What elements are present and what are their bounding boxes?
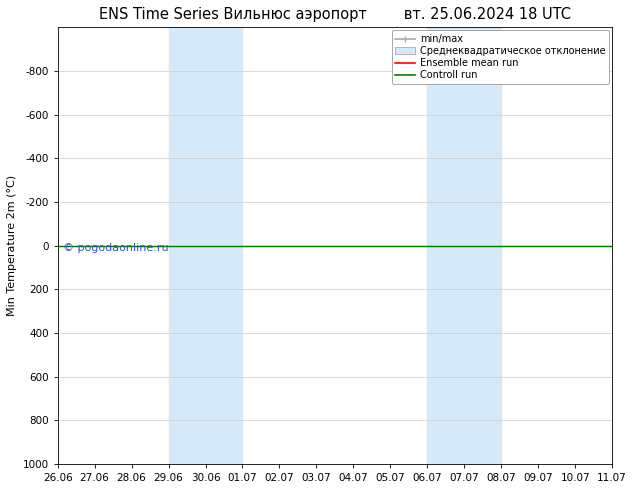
Title: ENS Time Series Вильнюс аэропорт        вт. 25.06.2024 18 UTC: ENS Time Series Вильнюс аэропорт вт. 25.… xyxy=(99,7,571,22)
Y-axis label: Min Temperature 2m (°C): Min Temperature 2m (°C) xyxy=(7,175,17,316)
Text: © pogodaonline.ru: © pogodaonline.ru xyxy=(63,244,169,253)
Legend: min/max, Среднеквадратическое отклонение, Ensemble mean run, Controll run: min/max, Среднеквадратическое отклонение… xyxy=(392,30,609,84)
Bar xyxy=(427,27,501,464)
Bar xyxy=(169,27,242,464)
